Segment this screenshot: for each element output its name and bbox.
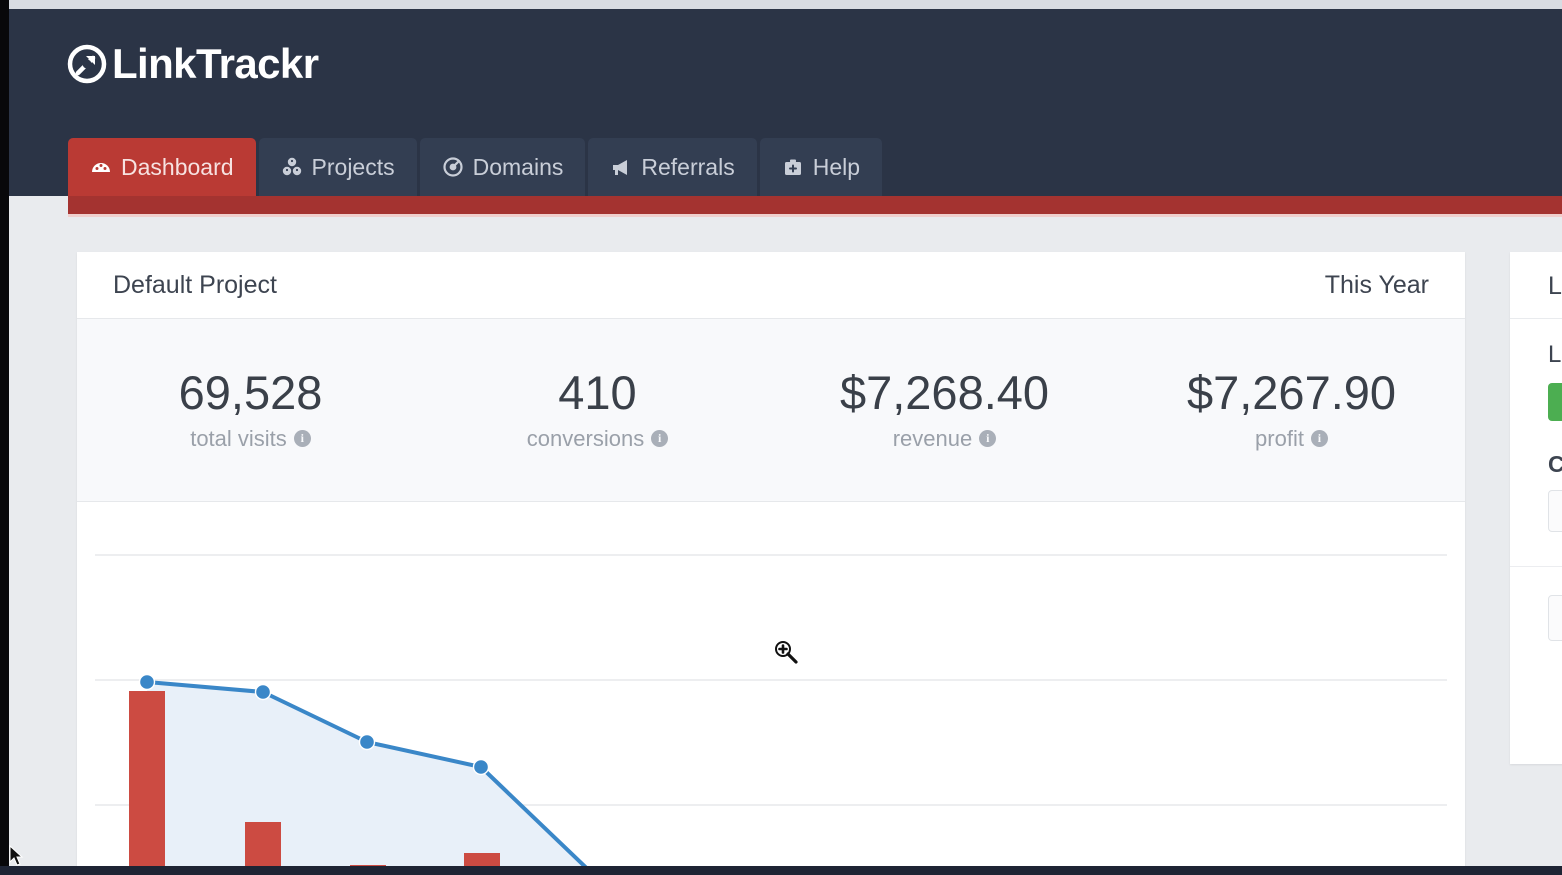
side-panel-input[interactable] xyxy=(1548,490,1562,532)
page-title: Default Project xyxy=(113,270,277,299)
frame-top-strip xyxy=(0,0,1562,9)
accent-rule-highlight xyxy=(68,214,1562,217)
brand-name: LinkTrackr xyxy=(112,40,319,87)
side-panel-divider xyxy=(1510,566,1562,567)
nav-tab-dashboard[interactable]: Dashboard xyxy=(68,138,256,196)
info-icon[interactable]: i xyxy=(979,430,997,447)
side-panel: L L C xyxy=(1510,252,1562,764)
kpi-label: profit i xyxy=(1255,426,1328,452)
nav-tab-projects[interactable]: Projects xyxy=(258,138,417,196)
frame-bottom-bar xyxy=(0,866,1562,875)
kpi-conversions: 410 conversions i xyxy=(424,319,771,501)
kpi-profit: $7,267.90 profit i xyxy=(1118,319,1465,501)
projects-cubes-icon xyxy=(281,156,303,178)
kpi-value: 69,528 xyxy=(178,365,323,419)
kpi-label-text: profit xyxy=(1255,425,1304,451)
kpi-label: revenue i xyxy=(893,426,997,452)
info-icon[interactable]: i xyxy=(293,430,311,447)
help-briefcase-icon xyxy=(782,156,804,178)
side-panel-title: L xyxy=(1548,272,1562,300)
nav-tab-label: Projects xyxy=(311,153,395,180)
chart-canvas[interactable] xyxy=(77,502,1465,866)
info-icon[interactable]: i xyxy=(1310,430,1328,447)
brand-logo[interactable]: LinkTrackr xyxy=(66,40,319,87)
analytics-chart[interactable] xyxy=(77,502,1465,866)
side-panel-subtitle: C xyxy=(1548,451,1562,477)
nav-tab-domains[interactable]: Domains xyxy=(419,138,586,196)
side-panel-body: L C xyxy=(1510,319,1562,641)
main-nav: Dashboard Projects xyxy=(68,138,883,196)
side-panel-primary-button[interactable] xyxy=(1548,383,1562,421)
panel-header: Default Project This Year xyxy=(77,252,1465,319)
chart-bar[interactable] xyxy=(129,691,165,866)
chart-bar[interactable] xyxy=(464,853,500,866)
chart-data-point[interactable] xyxy=(358,733,376,751)
link-arrow-circle-icon xyxy=(66,43,108,85)
chart-data-point[interactable] xyxy=(472,758,490,776)
kpi-label-text: total visits xyxy=(190,425,287,451)
chart-data-point[interactable] xyxy=(138,673,156,691)
nav-tab-label: Referrals xyxy=(641,153,735,180)
nav-tab-referrals[interactable]: Referrals xyxy=(588,138,757,196)
side-panel-header: L xyxy=(1510,252,1562,319)
kpi-label-text: revenue xyxy=(892,425,973,451)
kpi-total-visits: 69,528 total visits i xyxy=(77,319,424,501)
nav-tab-help[interactable]: Help xyxy=(759,138,883,196)
domains-target-icon xyxy=(442,156,464,178)
accent-rule xyxy=(68,196,1562,214)
chart-data-point[interactable] xyxy=(254,683,272,701)
frame-left-bar xyxy=(0,0,9,875)
nav-tab-label: Domains xyxy=(472,153,564,180)
dashboard-gauge-icon xyxy=(90,156,112,178)
app-viewport: LinkTrackr Dashboard xyxy=(9,9,1562,866)
date-range-selector[interactable]: This Year xyxy=(1324,270,1429,299)
chart-bar[interactable] xyxy=(350,865,386,866)
kpi-label: conversions i xyxy=(526,425,669,452)
kpi-value: $7,268.40 xyxy=(839,365,1050,419)
kpi-label-text: conversions xyxy=(526,425,645,451)
chart-area-fill xyxy=(147,682,585,866)
kpi-revenue: $7,268.40 revenue i xyxy=(771,319,1118,501)
arrow-cursor xyxy=(9,844,25,866)
kpi-label: total visits i xyxy=(190,426,311,452)
nav-tab-label: Dashboard xyxy=(121,153,234,180)
app-header: LinkTrackr Dashboard xyxy=(9,9,1562,196)
kpi-value: $7,267.90 xyxy=(1186,365,1397,419)
referrals-megaphone-icon xyxy=(610,156,632,178)
side-panel-line: L xyxy=(1548,341,1562,368)
dashboard-panel: Default Project This Year 69,528 total v… xyxy=(77,252,1465,866)
kpi-row: 69,528 total visits i 410 conversions i … xyxy=(77,319,1465,502)
info-icon[interactable]: i xyxy=(651,430,669,447)
side-panel-secondary-input[interactable] xyxy=(1548,595,1562,641)
kpi-value: 410 xyxy=(558,365,637,419)
chart-bar[interactable] xyxy=(245,822,281,866)
nav-tab-label: Help xyxy=(812,153,861,180)
